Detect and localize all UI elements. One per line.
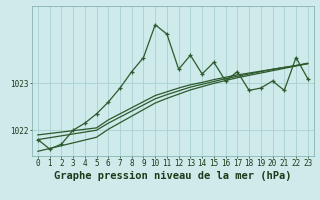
X-axis label: Graphe pression niveau de la mer (hPa): Graphe pression niveau de la mer (hPa): [54, 171, 292, 181]
